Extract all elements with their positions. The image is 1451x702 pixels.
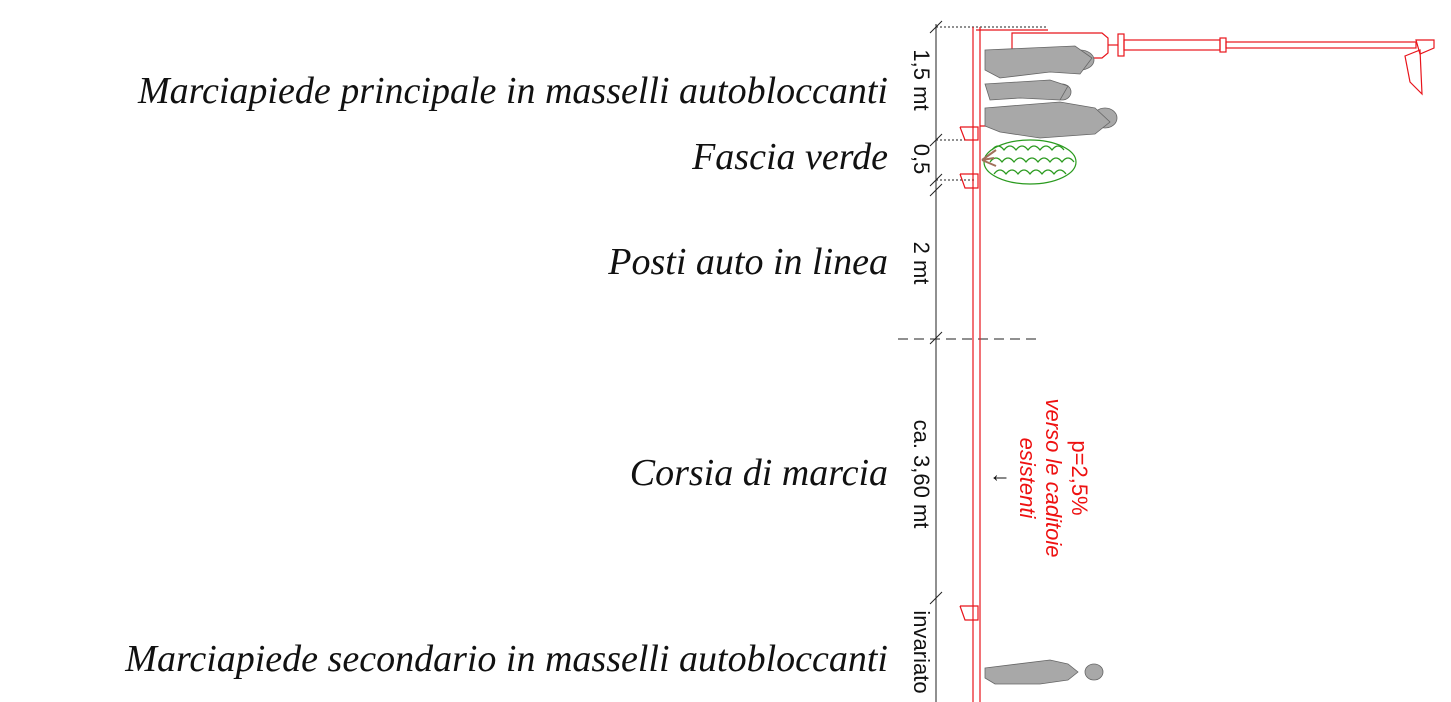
label-main-sidewalk: Marciapiede principale in masselli autob… xyxy=(137,70,888,112)
dimension-line xyxy=(898,20,1048,702)
hedge-trunk xyxy=(981,149,997,167)
label-secondary-sidewalk: Marciapiede secondario in masselli autob… xyxy=(125,638,888,680)
hedge xyxy=(983,139,1077,185)
label-green-strip: Fascia verde xyxy=(692,136,888,178)
label-lane: Corsia di marcia xyxy=(629,452,888,494)
pedestrian-secondary-silhouette xyxy=(984,659,1104,685)
label-parking: Posti auto in linea xyxy=(608,241,888,283)
pedestrian-silhouettes xyxy=(984,45,1118,139)
